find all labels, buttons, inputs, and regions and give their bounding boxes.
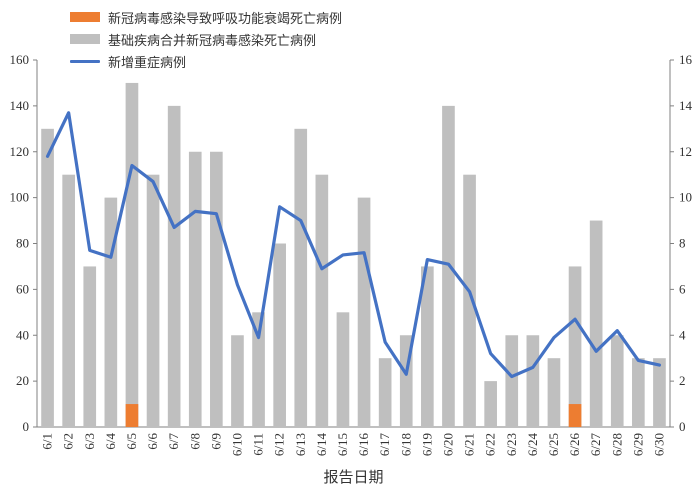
- x-tick-label: 6/24: [525, 433, 540, 457]
- legend-line-blue: [70, 59, 100, 63]
- bar-comorbidity-death: [62, 174, 75, 427]
- bar-comorbidity-death: [188, 151, 202, 427]
- y-left-tick-label: 60: [16, 281, 29, 296]
- y-left-tick-label: 80: [16, 236, 29, 251]
- bar-respiratory-death: [568, 404, 582, 427]
- y-left-tick-label: 0: [23, 419, 30, 434]
- bar-comorbidity-death: [167, 105, 181, 427]
- bar-comorbidity-death: [610, 335, 624, 427]
- x-tick-label: 6/27: [588, 433, 603, 457]
- bar-comorbidity-death: [273, 243, 286, 427]
- bar-comorbidity-death: [547, 358, 561, 427]
- bar-comorbidity-death: [463, 174, 476, 427]
- bar-comorbidity-death: [505, 335, 519, 427]
- bar-comorbidity-death: [484, 381, 497, 427]
- bar-comorbidity-death: [568, 266, 582, 427]
- bar-comorbidity-death: [252, 312, 265, 427]
- x-tick-label: 6/16: [356, 433, 371, 457]
- x-tick-label: 6/20: [440, 433, 455, 456]
- y-left-tick-label: 140: [10, 98, 30, 113]
- x-tick-label: 6/18: [398, 433, 413, 456]
- legend-item-comorbidity-death: 基础疾病合并新冠病毒感染死亡病例: [70, 28, 342, 50]
- y-right-tick-label: 8: [679, 236, 686, 251]
- y-right-tick-label: 2: [679, 373, 686, 388]
- bar-comorbidity-death: [210, 151, 223, 427]
- bar-comorbidity-death: [632, 358, 645, 427]
- bar-comorbidity-death: [231, 335, 244, 427]
- x-axis-title: 报告日期: [323, 468, 383, 486]
- y-left-tick-label: 160: [10, 52, 30, 67]
- bar-comorbidity-death: [125, 82, 139, 427]
- x-tick-label: 6/3: [82, 433, 97, 450]
- x-tick-label: 6/12: [272, 433, 287, 456]
- bar-comorbidity-death: [83, 266, 97, 427]
- x-tick-label: 6/29: [630, 433, 645, 456]
- bar-comorbidity-death: [378, 358, 392, 427]
- x-tick-label: 6/11: [251, 433, 266, 456]
- y-right-tick-label: 10: [679, 190, 692, 205]
- x-tick-label: 6/10: [229, 433, 244, 456]
- bar-comorbidity-death: [315, 174, 329, 427]
- line-new-severe-cases: [45, 111, 662, 379]
- bar-comorbidity-death: [589, 220, 603, 427]
- bar-comorbidity-death: [357, 197, 371, 427]
- x-tick-label: 6/13: [293, 433, 308, 456]
- x-tick-label: 6/25: [546, 433, 561, 456]
- y-right-tick-label: 0: [679, 419, 686, 434]
- x-tick-label: 6/22: [483, 433, 498, 456]
- legend-label-comorbidity-death: 基础疾病合并新冠病毒感染死亡病例: [108, 33, 317, 49]
- bar-respiratory-death: [125, 404, 139, 427]
- bar-comorbidity-death: [336, 312, 350, 427]
- y-right-tick-label: 12: [679, 144, 692, 159]
- bar-comorbidity-death: [653, 358, 666, 427]
- y-left-tick-label: 120: [10, 144, 30, 159]
- y-left-tick-label: 20: [16, 373, 29, 388]
- y-right-tick-label: 4: [679, 327, 686, 342]
- y-left-tick-label: 100: [10, 190, 30, 205]
- y-left-tick-label: 40: [16, 327, 29, 342]
- x-tick-label: 6/8: [187, 433, 202, 450]
- x-tick-label: 6/5: [124, 433, 139, 450]
- x-tick-label: 6/14: [314, 433, 329, 457]
- x-tick-label: 6/21: [462, 433, 477, 456]
- legend-item-respiratory-death: 新冠病毒感染导致呼吸功能衰竭死亡病例: [70, 6, 342, 28]
- legend-swatch-gray: [70, 34, 100, 44]
- bar-comorbidity-death: [41, 128, 54, 427]
- x-tick-label: 6/2: [61, 433, 76, 450]
- x-tick-label: 6/9: [208, 433, 223, 450]
- legend-label-new-severe: 新增重症病例: [108, 55, 187, 71]
- x-tick-label: 6/23: [504, 433, 519, 456]
- x-tick-label: 6/7: [166, 433, 181, 450]
- bar-comorbidity-death: [146, 174, 160, 427]
- legend-swatch-orange: [70, 12, 100, 22]
- y-right-tick-label: 14: [679, 98, 693, 113]
- x-tick-label: 6/4: [103, 433, 118, 450]
- x-tick-label: 6/28: [609, 433, 624, 456]
- legend: 新冠病毒感染导致呼吸功能衰竭死亡病例 基础疾病合并新冠病毒感染死亡病例 新增重症…: [70, 6, 342, 72]
- x-tick-label: 6/17: [377, 433, 392, 457]
- legend-item-new-severe: 新增重症病例: [70, 50, 342, 72]
- x-tick-label: 6/30: [651, 433, 666, 456]
- x-tick-label: 6/6: [145, 433, 160, 450]
- bar-comorbidity-death: [294, 128, 308, 427]
- y-right-tick-label: 6: [679, 281, 686, 296]
- x-tick-label: 6/26: [567, 433, 582, 457]
- x-tick-label: 6/19: [419, 433, 434, 456]
- y-right-tick-label: 16: [679, 52, 693, 67]
- x-tick-label: 6/1: [40, 433, 55, 450]
- legend-label-respiratory-death: 新冠病毒感染导致呼吸功能衰竭死亡病例: [108, 11, 343, 27]
- x-tick-label: 6/15: [335, 433, 350, 456]
- bar-comorbidity-death: [526, 335, 540, 427]
- bar-comorbidity-death: [421, 266, 434, 427]
